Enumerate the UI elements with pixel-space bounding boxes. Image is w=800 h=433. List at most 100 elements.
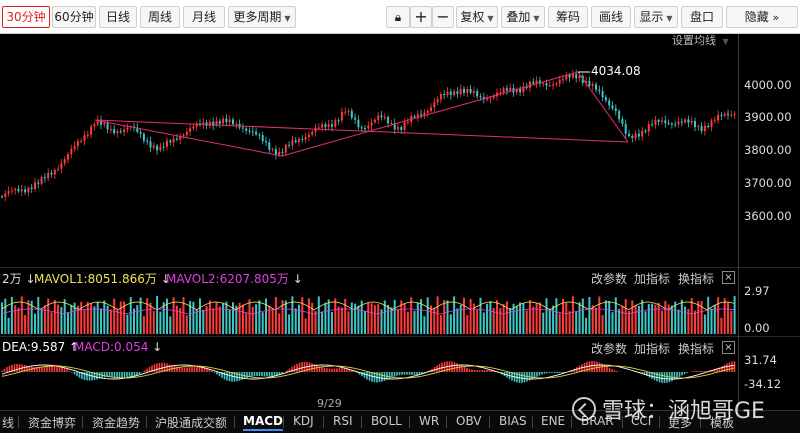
macd-histogram-bar <box>83 372 86 380</box>
volume-bar <box>509 308 512 334</box>
candle-body <box>595 84 597 90</box>
display-dropdown[interactable]: 显示 ▼ <box>634 6 678 28</box>
order-book-button[interactable]: 盘口 <box>681 6 723 28</box>
ma-settings-dropdown[interactable]: 设置均线 ▼ <box>672 32 729 48</box>
volume-bar <box>123 301 126 334</box>
tab-macd[interactable]: MACD <box>243 414 283 431</box>
candle-body <box>43 177 46 179</box>
macd-close-icon[interactable]: × <box>722 341 735 354</box>
macd-histogram-bar <box>676 372 678 379</box>
candle-body <box>347 110 350 112</box>
volume-bar <box>436 296 439 334</box>
macd-value: MACD:0.054 <box>74 340 149 354</box>
tab-rsi[interactable]: RSI <box>333 414 353 428</box>
candle-body <box>202 122 205 125</box>
hide-button[interactable]: 隐藏 » <box>726 6 798 28</box>
trend-line <box>281 71 579 157</box>
volume-bar <box>552 305 555 334</box>
volume-add-indicator-button[interactable]: 加指标 <box>634 272 671 286</box>
period-30min-button[interactable]: 30分钟 <box>2 6 50 28</box>
tab-ene[interactable]: ENE <box>541 414 566 428</box>
candle-body <box>680 121 683 123</box>
adjust-dropdown[interactable]: 复权 ▼ <box>456 6 498 28</box>
volume-bar <box>730 310 733 334</box>
period-weekly-button[interactable]: 周线 <box>140 6 180 28</box>
macd-histogram-bar <box>658 372 661 383</box>
volume-change-params-button[interactable]: 改参数 <box>591 272 628 286</box>
period-monthly-button[interactable]: 月线 <box>183 6 225 28</box>
macd-histogram-bar <box>263 372 266 377</box>
macd-add-indicator-button[interactable]: 加指标 <box>634 342 671 356</box>
macd-histogram-bar <box>593 361 596 372</box>
more-periods-dropdown[interactable]: 更多周期 ▼ <box>228 6 296 28</box>
tab-bias[interactable]: BIAS <box>499 414 527 428</box>
volume-bar <box>449 314 452 334</box>
zoom-in-button[interactable]: + <box>410 6 432 28</box>
candle-body <box>1 196 3 198</box>
macd-histogram-bar <box>8 365 11 372</box>
chips-button[interactable]: 筹码 <box>548 6 588 28</box>
tab-fund-trend[interactable]: 资金趋势 <box>92 416 141 430</box>
macd-histogram-bar <box>201 366 203 372</box>
candle-body <box>449 91 452 96</box>
macd-histogram-bar <box>538 372 541 376</box>
mavol2-value: MAVOL2:6207.805万 <box>166 272 289 286</box>
macd-histogram-bar <box>58 365 61 372</box>
candle-body <box>505 88 508 91</box>
volume-bar <box>687 308 690 334</box>
macd-switch-indicator-button[interactable]: 换指标 <box>678 342 715 356</box>
tab-hk-connect-volume[interactable]: 沪股通成交额 <box>155 416 228 430</box>
tab-kdj[interactable]: KDJ <box>293 414 314 428</box>
macd-histogram-bar <box>331 368 333 372</box>
overlay-dropdown[interactable]: 叠加 ▼ <box>501 6 545 28</box>
candle-body <box>162 146 165 148</box>
macd-change-params-button[interactable]: 改参数 <box>591 342 628 356</box>
macd-histogram-bar <box>591 361 593 372</box>
volume-close-icon[interactable]: × <box>722 271 735 284</box>
candle-body <box>80 140 83 142</box>
candle-body <box>212 121 215 126</box>
volume-switch-indicator-button[interactable]: 换指标 <box>678 272 715 286</box>
tab-boll[interactable]: BOLL <box>371 414 402 428</box>
tab-more[interactable]: 更多 <box>668 416 693 430</box>
macd-histogram-bar <box>181 367 183 372</box>
tab-template[interactable]: 模板 <box>710 416 735 430</box>
candle-body <box>195 123 198 127</box>
draw-line-button[interactable]: 画线 <box>591 6 631 28</box>
macd-histogram-bar <box>13 364 16 372</box>
macd-histogram-bar <box>723 364 726 372</box>
volume-bar <box>63 299 66 334</box>
volume-bar <box>614 297 617 334</box>
candle-body <box>337 120 340 122</box>
tab-divider <box>409 416 410 428</box>
tab-obv[interactable]: OBV <box>456 414 482 428</box>
macd-histogram-bar <box>278 372 281 375</box>
volume-bar <box>106 305 109 334</box>
macd-histogram-bar <box>663 372 666 383</box>
macd-histogram-bar <box>253 372 256 377</box>
candle-body <box>274 149 277 155</box>
candle-body <box>291 140 294 146</box>
candle-body <box>664 120 667 124</box>
volume-bar <box>400 300 403 334</box>
period-60min-button[interactable]: 60分钟 <box>52 6 96 28</box>
candle-body <box>525 86 528 88</box>
candle-body <box>7 190 10 194</box>
candle-body <box>73 146 76 150</box>
volume-bar <box>185 315 188 334</box>
candle-body <box>354 117 357 120</box>
chevron-down-icon: ▼ <box>722 37 729 46</box>
tab-fund-game[interactable]: 资金博弈 <box>28 416 77 430</box>
adjust-label: 复权 <box>460 10 485 24</box>
lock-button[interactable]: 🔒︎ <box>386 6 410 28</box>
period-daily-button[interactable]: 日线 <box>99 6 137 28</box>
macd-histogram-bar <box>311 363 313 372</box>
tab-cci[interactable]: CCI <box>631 414 652 428</box>
macd-histogram-bar <box>326 368 328 372</box>
volume-bar <box>30 300 33 334</box>
tab-wr[interactable]: WR <box>419 414 440 428</box>
zoom-out-button[interactable]: − <box>432 6 454 28</box>
tab-line[interactable]: 线 <box>2 416 15 430</box>
candle-body <box>713 120 716 122</box>
